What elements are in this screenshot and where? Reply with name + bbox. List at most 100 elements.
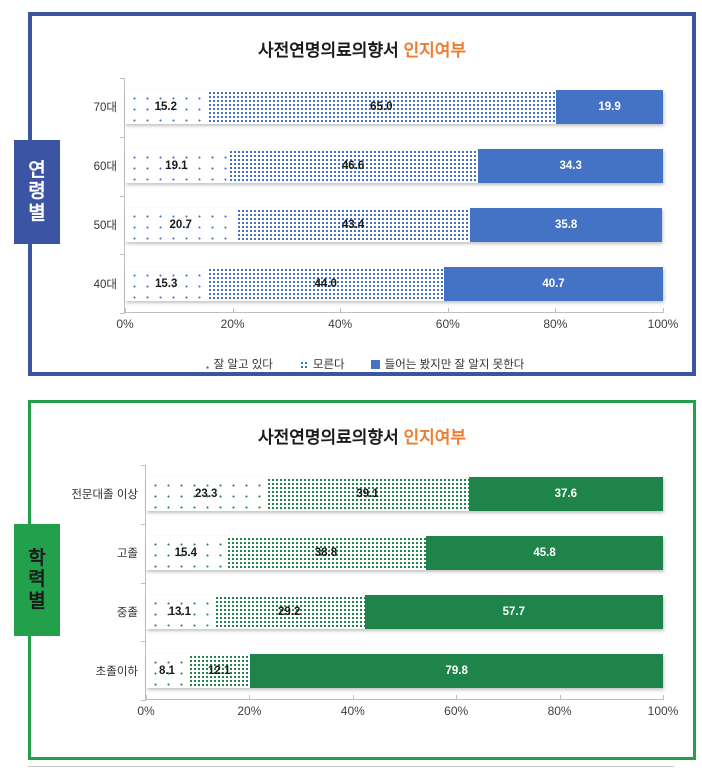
bar-segment: 13.1 — [146, 594, 214, 629]
bar-value-label: 19.9 — [598, 101, 621, 114]
bar-segment: 20.7 — [125, 207, 237, 242]
bar-value-label: 45.8 — [533, 547, 556, 560]
stacked-bar: 13.1 29.2 57.7 — [146, 594, 663, 629]
x-axis-tick-label: 20% — [220, 317, 245, 331]
stacked-bar: 15.4 38.8 45.8 — [146, 536, 663, 571]
category-label: 전문대졸 이상 — [71, 489, 138, 502]
bar-segment: 39.1 — [266, 477, 469, 512]
x-axis-tick — [555, 308, 557, 313]
bar-value-label: 44.0 — [314, 277, 337, 290]
chart-panel-age: 사전연명의료의향서 인지여부 0% 20% 40% 60% 80% 100% 70대 15.2… — [28, 12, 696, 376]
y-axis-tick — [120, 254, 125, 256]
x-axis-line — [125, 312, 663, 313]
y-axis-tick — [120, 136, 125, 138]
x-axis-tick — [559, 695, 561, 700]
bar-segment: 40.7 — [444, 266, 663, 301]
bar-value-label: 15.2 — [154, 101, 178, 114]
plot-area-age: 0% 20% 40% 60% 80% 100% 70대 15.2 65.0 19.9 60대 19.1… — [94, 78, 678, 331]
legend-label: 잘 알고 있다 — [213, 359, 273, 371]
legend-label: 모른다 — [312, 359, 345, 371]
bar-value-label: 38.8 — [314, 547, 338, 560]
stacked-bar: 8.1 12.1 79.8 — [146, 653, 663, 688]
x-axis-tick — [456, 695, 458, 700]
bar-segment: 23.3 — [146, 477, 267, 512]
x-axis-line — [146, 699, 663, 700]
bar-row: 60대 19.1 46.6 34.3 — [94, 149, 663, 184]
x-axis-tick-label: 100% — [647, 704, 679, 718]
bar-value-label: 20.7 — [169, 218, 192, 231]
y-axis-tick — [141, 582, 146, 584]
bar-value-label: 40.7 — [542, 277, 565, 290]
bar-segment: 19.1 — [125, 149, 228, 184]
stacked-bar: 15.2 65.0 19.9 — [125, 90, 663, 125]
solid-swatch — [370, 359, 380, 369]
bar-value-label: 39.1 — [356, 488, 379, 501]
y-axis-tick — [141, 465, 146, 466]
bar-row: 40대 15.3 44.0 40.7 — [94, 266, 663, 301]
bar-segment: 8.1 — [146, 653, 188, 688]
bar-segment: 35.8 — [469, 207, 663, 242]
x-axis-tick-label: 60% — [444, 704, 469, 718]
stacked-bar: 20.7 43.4 35.8 — [125, 207, 663, 242]
bar-segment: 12.1 — [187, 653, 251, 688]
chart-title-age: 사전연명의료의향서 인지여부 — [32, 36, 692, 61]
stacked-bar: 15.3 44.0 40.7 — [125, 266, 663, 301]
side-tab-char: 별 — [28, 590, 46, 612]
bar-value-label: 23.3 — [195, 488, 218, 501]
legend-age: 잘 알고 있다 모른다 들어는 봤지만 잘 알지 못한다 — [32, 356, 692, 372]
bar-segment: 15.3 — [125, 266, 208, 301]
bar-value-label: 15.3 — [154, 277, 178, 290]
plot-area-education: 0% 20% 40% 60% 80% 100% 전문대졸 이상 23.3 39.1 37.6 고졸 1… — [71, 465, 678, 718]
chart-title-main: 사전연명의료의향서 — [257, 428, 399, 447]
bar-segment: 15.2 — [125, 90, 207, 125]
chart-title-highlight: 인지여부 — [403, 428, 467, 447]
bar-segment: 15.4 — [146, 536, 226, 571]
bar-segment: 19.9 — [556, 90, 663, 125]
category-label: 70대 — [93, 102, 117, 115]
category-label: 60대 — [93, 161, 117, 174]
side-tab-char: 력 — [28, 569, 46, 591]
bar-segment: 65.0 — [206, 90, 557, 125]
bar-value-label: 8.1 — [158, 664, 175, 677]
bar-value-label: 15.4 — [174, 547, 197, 560]
y-axis-tick — [120, 313, 125, 314]
bar-segment: 37.6 — [468, 477, 663, 512]
y-axis-tick — [120, 195, 125, 197]
x-axis-tick — [447, 308, 449, 313]
bar-segment: 43.4 — [236, 207, 470, 242]
x-axis-labels: 0% 20% 40% 60% 80% 100% — [116, 313, 678, 335]
dense-dot-swatch — [298, 359, 308, 369]
side-tab-char: 별 — [28, 202, 46, 224]
x-axis-tick — [340, 308, 342, 313]
legend-item[interactable]: 잘 알고 있다 — [199, 356, 273, 372]
bar-segment: 29.2 — [213, 594, 365, 629]
x-axis-tick — [125, 308, 126, 313]
bar-segment: 45.8 — [426, 536, 663, 571]
x-axis-tick-label: 80% — [543, 317, 568, 331]
bar-value-label: 35.8 — [554, 218, 578, 231]
legend-item[interactable]: 들어는 봤지만 잘 알지 못한다 — [370, 356, 524, 372]
bar-value-label: 43.4 — [341, 218, 365, 231]
x-axis-tick — [663, 308, 664, 313]
x-axis-tick-label: 0% — [116, 317, 134, 331]
x-axis-tick-label: 40% — [340, 704, 365, 718]
x-axis-labels: 0% 20% 40% 60% 80% 100% — [137, 700, 678, 722]
category-label: 초졸이하 — [95, 665, 138, 678]
y-axis-tick — [120, 78, 125, 79]
bar-row: 전문대졸 이상 23.3 39.1 37.6 — [71, 477, 663, 512]
x-axis-tick-label: 100% — [647, 317, 679, 331]
bar-value-label: 57.7 — [502, 605, 526, 618]
x-axis-tick — [146, 695, 147, 700]
chart-title-education: 사전연명의료의향서 인지여부 — [31, 423, 693, 448]
bar-segment: 38.8 — [225, 536, 427, 571]
category-label: 50대 — [93, 219, 117, 232]
side-tab-char: 학 — [28, 548, 46, 570]
bar-segment: 46.6 — [227, 149, 479, 184]
x-axis-tick — [232, 308, 234, 313]
category-label: 고졸 — [116, 548, 138, 561]
stacked-bar: 23.3 39.1 37.6 — [146, 477, 663, 512]
legend-item[interactable]: 모른다 — [298, 356, 345, 372]
bar-value-label: 46.6 — [341, 160, 365, 173]
side-tab-education: 학 력 별 — [14, 524, 60, 636]
bar-row: 70대 15.2 65.0 19.9 — [94, 90, 663, 125]
